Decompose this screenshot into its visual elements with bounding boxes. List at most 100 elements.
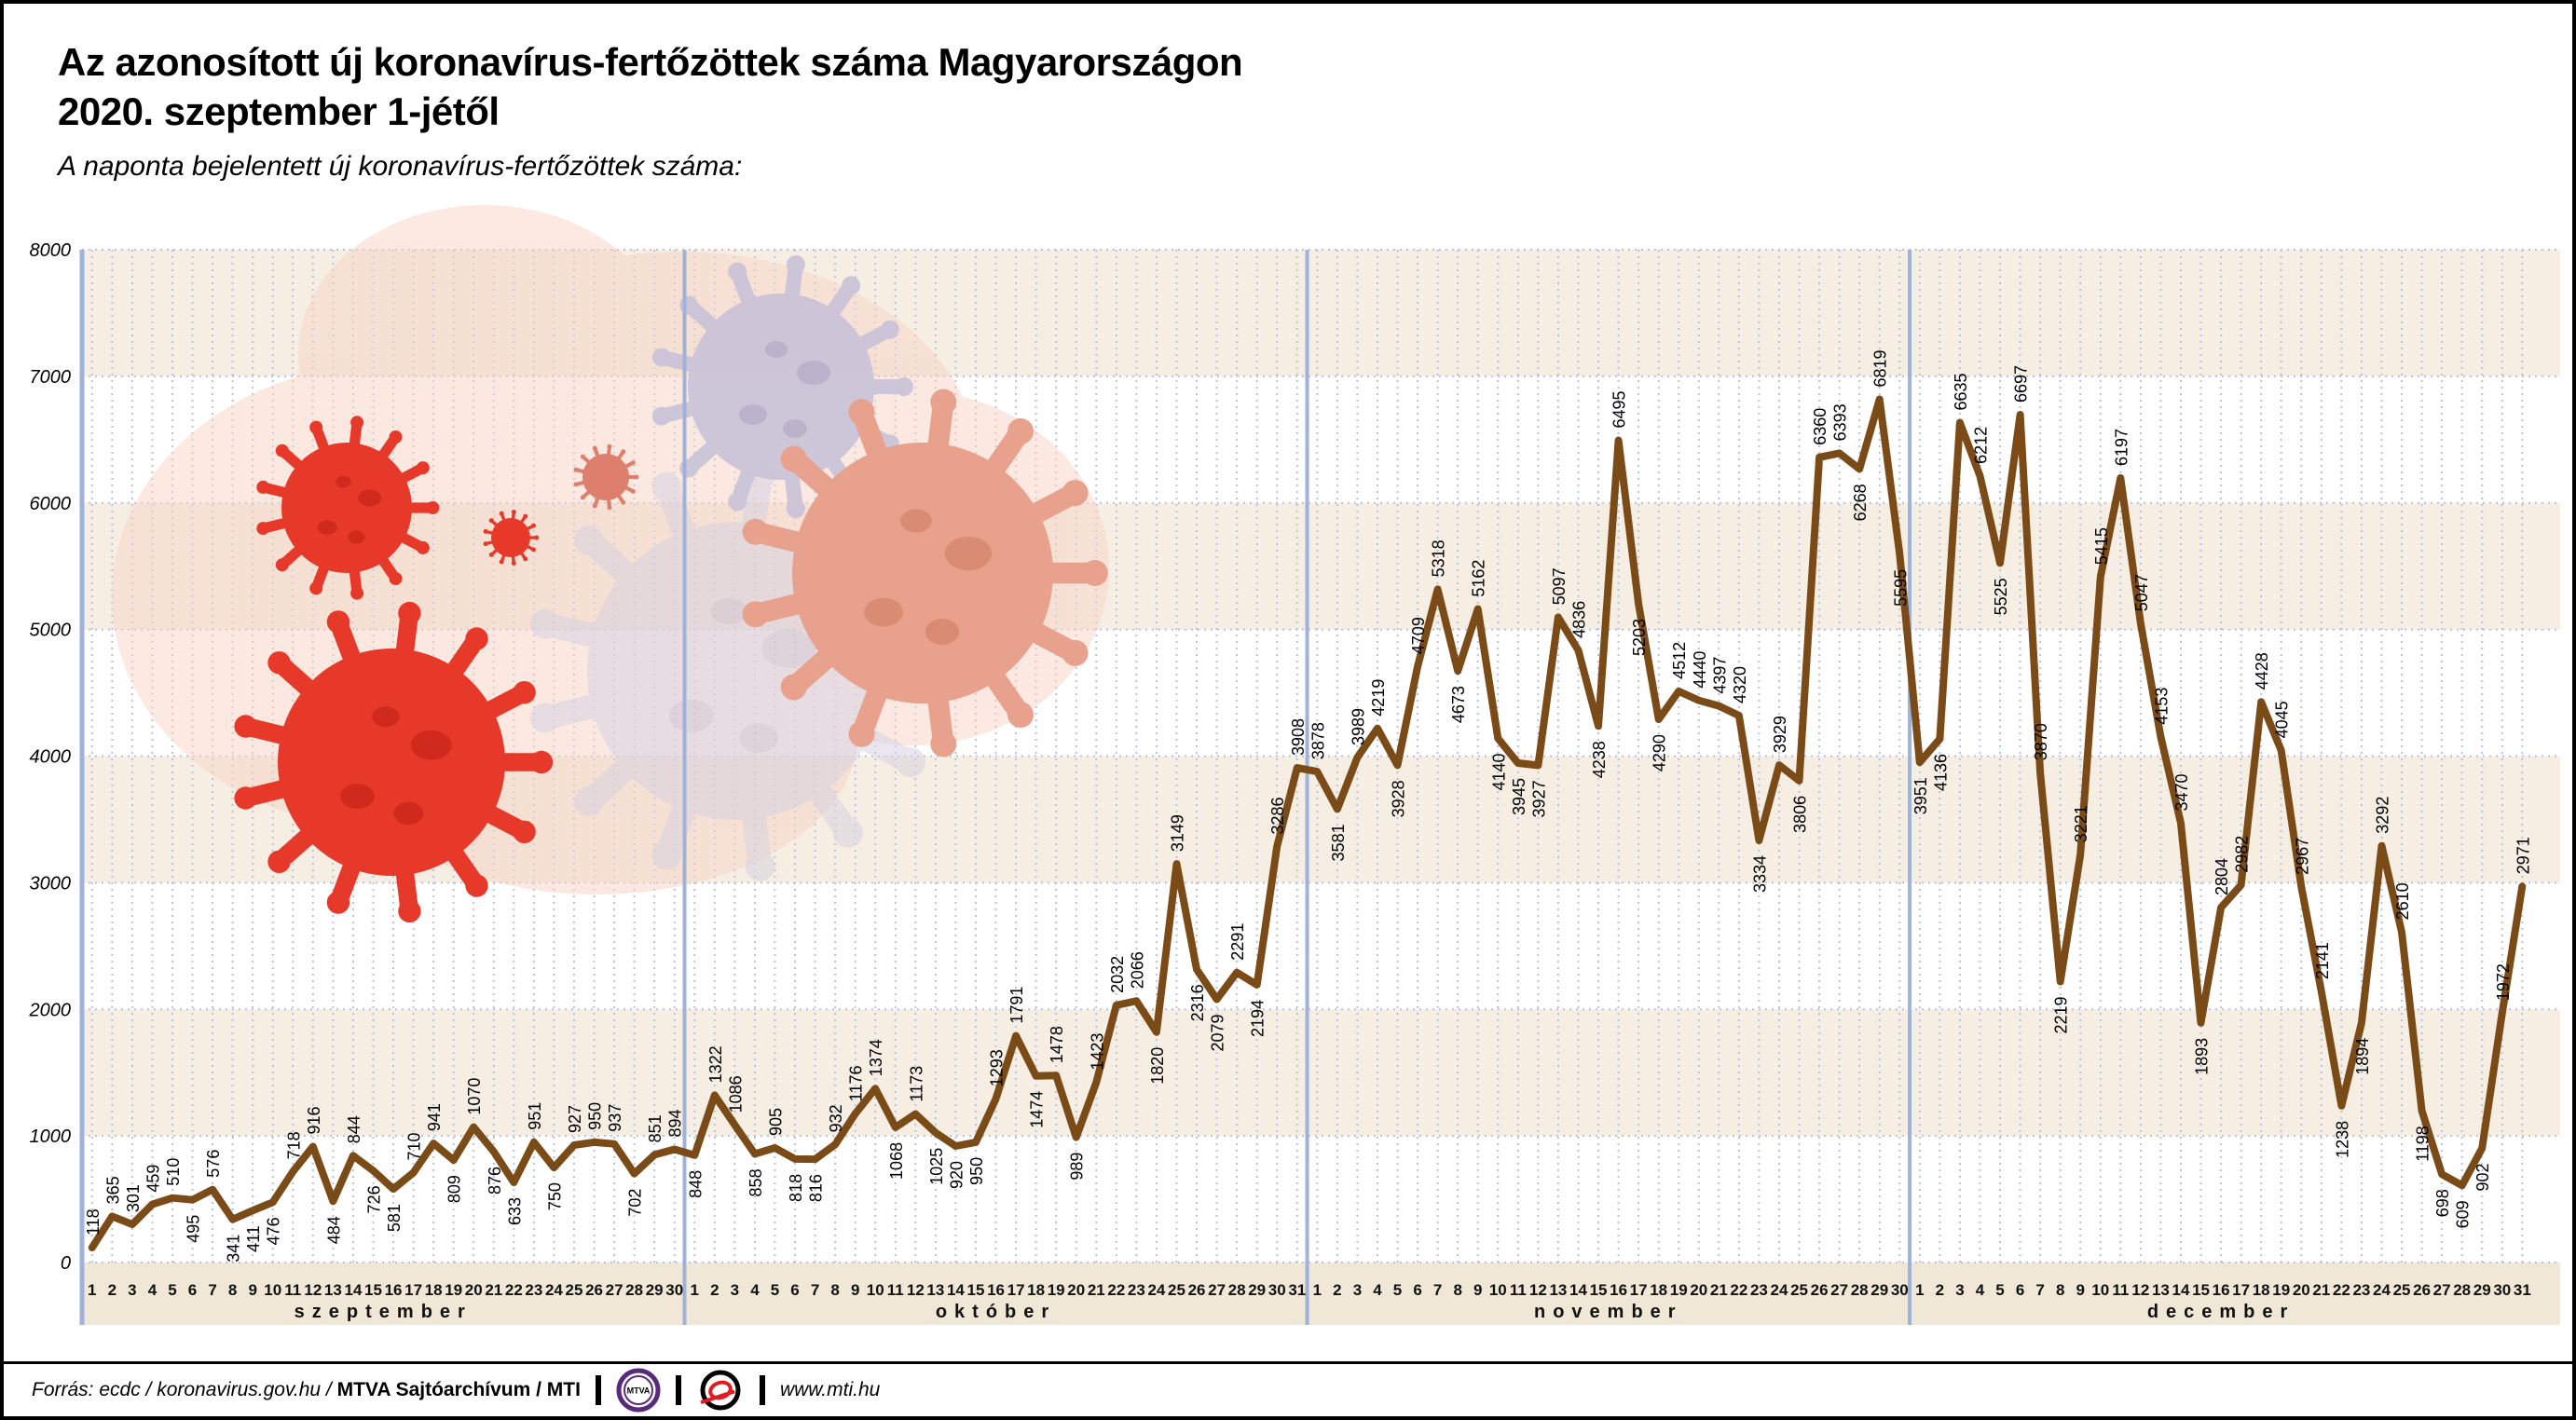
data-label: 4153 <box>2152 688 2171 725</box>
svg-text:18: 18 <box>1027 1281 1045 1299</box>
data-label: 1474 <box>1028 1091 1047 1128</box>
svg-text:3: 3 <box>1955 1281 1964 1299</box>
data-label: 5525 <box>1992 578 2010 615</box>
svg-text:14: 14 <box>344 1281 362 1299</box>
svg-text:5: 5 <box>771 1281 779 1299</box>
data-label: 1070 <box>465 1078 484 1115</box>
svg-text:10: 10 <box>2091 1281 2109 1299</box>
title-block: Az azonosított új koronavírus-fertőzötte… <box>58 37 1243 183</box>
data-label: 726 <box>365 1185 384 1213</box>
month-label: október <box>936 1302 1056 1322</box>
value-bands <box>82 250 2560 1325</box>
data-label: 5203 <box>1630 619 1649 656</box>
footer-source: Forrás: ecdc / koronavirus.gov.hu / MTVA… <box>32 1379 581 1401</box>
svg-text:13: 13 <box>926 1281 944 1299</box>
data-label: 894 <box>666 1109 685 1137</box>
data-label: 932 <box>827 1104 845 1132</box>
footer-divider <box>675 1375 681 1405</box>
data-label: 920 <box>947 1161 966 1189</box>
svg-text:31: 31 <box>2514 1281 2531 1299</box>
data-label: 2194 <box>1249 1000 1267 1037</box>
svg-text:28: 28 <box>2453 1281 2471 1299</box>
data-label: 609 <box>2454 1200 2473 1228</box>
data-label: 3581 <box>1329 824 1348 861</box>
data-label: 3928 <box>1390 780 1408 817</box>
svg-text:22: 22 <box>2333 1281 2350 1299</box>
data-label: 2610 <box>2393 882 2412 920</box>
data-label: 3149 <box>1169 814 1187 852</box>
svg-text:30: 30 <box>1891 1281 1909 1299</box>
data-label: 6197 <box>2112 429 2131 466</box>
svg-text:6: 6 <box>790 1281 799 1299</box>
data-label: 4836 <box>1570 601 1589 638</box>
virus-decoration <box>112 205 1109 923</box>
data-label: 4673 <box>1449 686 1468 723</box>
svg-text:14: 14 <box>1569 1281 1587 1299</box>
svg-text:23: 23 <box>1128 1281 1145 1299</box>
data-label: 950 <box>586 1102 605 1130</box>
svg-text:1000: 1000 <box>30 1126 72 1147</box>
svg-text:21: 21 <box>2312 1281 2330 1299</box>
svg-text:17: 17 <box>404 1281 422 1299</box>
axis-lines <box>79 250 1912 1325</box>
data-label: 3878 <box>1309 722 1327 759</box>
data-label: 4709 <box>1409 617 1428 654</box>
svg-text:27: 27 <box>1830 1281 1848 1299</box>
svg-text:1: 1 <box>691 1281 699 1299</box>
data-label: 633 <box>505 1197 524 1225</box>
data-label: 905 <box>767 1108 786 1136</box>
svg-text:25: 25 <box>1168 1281 1185 1299</box>
svg-text:24: 24 <box>545 1281 563 1299</box>
data-label: 6360 <box>1811 408 1829 445</box>
svg-text:7: 7 <box>1433 1281 1442 1299</box>
coronavirus-icon <box>742 389 1108 758</box>
data-label: 927 <box>566 1105 584 1133</box>
data-label: 5415 <box>2092 527 2111 565</box>
svg-text:12: 12 <box>907 1281 925 1299</box>
svg-text:3000: 3000 <box>30 873 72 894</box>
data-label: 702 <box>626 1189 645 1217</box>
svg-text:20: 20 <box>1690 1281 1707 1299</box>
data-label: 581 <box>385 1204 404 1232</box>
svg-text:19: 19 <box>1670 1281 1688 1299</box>
data-label: 1173 <box>907 1066 925 1102</box>
svg-text:7: 7 <box>811 1281 819 1299</box>
svg-text:22: 22 <box>1107 1281 1125 1299</box>
svg-text:12: 12 <box>1529 1281 1547 1299</box>
data-label: 4140 <box>1489 754 1508 791</box>
data-label: 2971 <box>2514 837 2532 874</box>
svg-text:3: 3 <box>128 1281 136 1299</box>
data-label: 844 <box>345 1115 363 1143</box>
svg-text:5: 5 <box>1995 1281 2004 1299</box>
data-label: 3908 <box>1289 718 1308 756</box>
svg-text:25: 25 <box>1790 1281 1808 1299</box>
data-label: 4428 <box>2253 652 2271 690</box>
footer-source-bold: MTVA Sajtóarchívum / MTI <box>336 1379 581 1400</box>
month-label: december <box>2147 1302 2295 1322</box>
svg-text:18: 18 <box>425 1281 443 1299</box>
data-label: 851 <box>646 1114 665 1142</box>
coronavirus-icon <box>483 510 540 566</box>
svg-text:8: 8 <box>2056 1281 2064 1299</box>
svg-text:26: 26 <box>1811 1281 1829 1299</box>
svg-text:2: 2 <box>108 1281 116 1299</box>
svg-text:6: 6 <box>1413 1281 1421 1299</box>
data-label: 2219 <box>2052 997 2071 1034</box>
svg-text:3: 3 <box>1353 1281 1362 1299</box>
svg-text:29: 29 <box>1248 1281 1266 1299</box>
svg-text:8000: 8000 <box>30 240 72 261</box>
svg-text:8: 8 <box>228 1281 237 1299</box>
mtva-logo-icon: MTVA <box>616 1368 661 1413</box>
data-label: 3221 <box>2072 805 2090 842</box>
svg-text:6: 6 <box>2016 1281 2024 1299</box>
data-label: 5097 <box>1550 567 1569 605</box>
data-label: 1322 <box>706 1045 725 1083</box>
data-label: 6697 <box>2012 365 2031 403</box>
svg-text:10: 10 <box>264 1281 281 1299</box>
data-label: 301 <box>124 1184 143 1212</box>
svg-text:27: 27 <box>2433 1281 2451 1299</box>
svg-text:18: 18 <box>2253 1281 2270 1299</box>
data-label: 858 <box>747 1168 765 1196</box>
svg-text:2: 2 <box>710 1281 719 1299</box>
data-label: 902 <box>2473 1163 2492 1191</box>
